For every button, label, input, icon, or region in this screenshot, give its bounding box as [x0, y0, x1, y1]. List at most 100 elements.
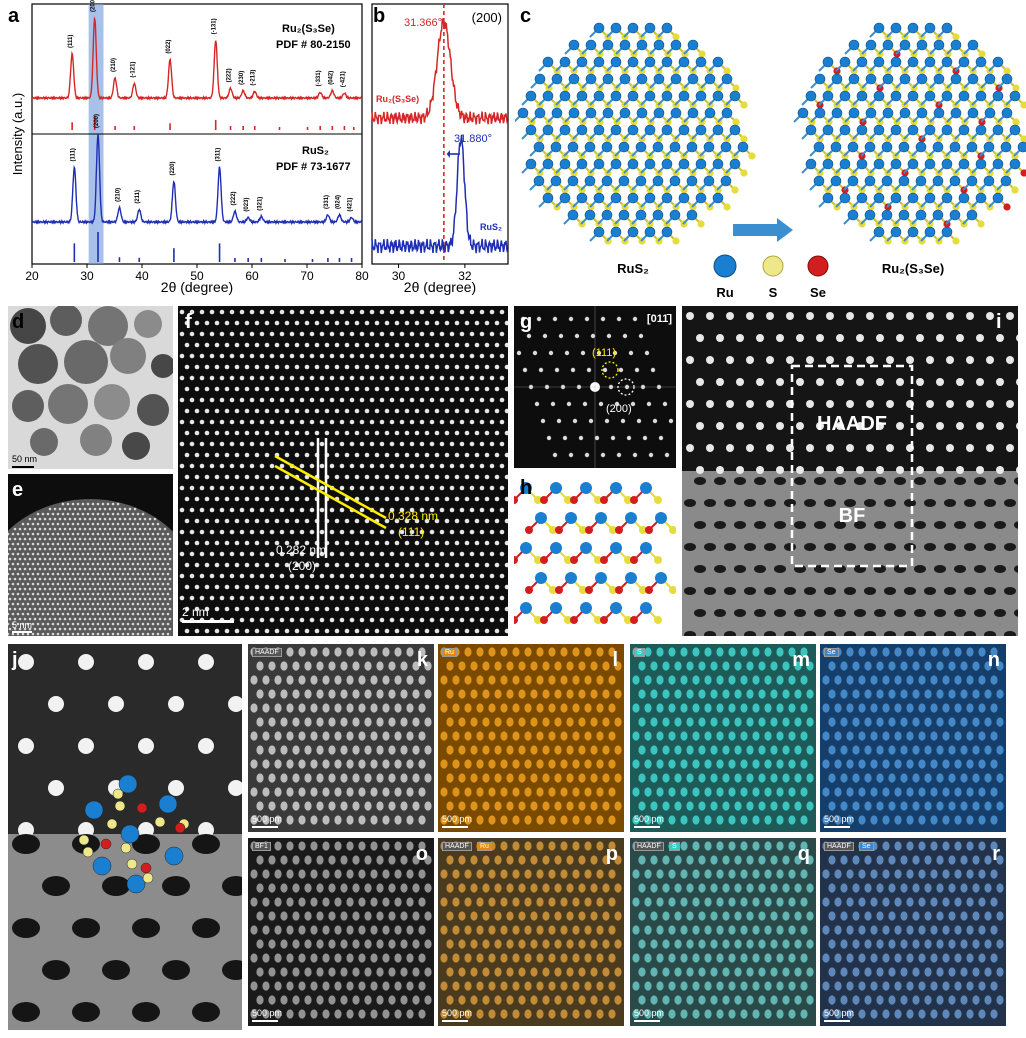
map-signal: [542, 717, 550, 727]
ru-atom: [636, 39, 648, 51]
atom-column: [36, 612, 40, 616]
map-signal: [764, 897, 772, 907]
map-signal: [954, 703, 962, 713]
map-signal: [560, 815, 568, 825]
ru-atom: [958, 192, 970, 204]
atom-column: [66, 512, 70, 516]
map-signal: [716, 815, 724, 825]
atom-column: [161, 612, 165, 616]
atom-column: [364, 452, 370, 458]
atom-column: [23, 617, 27, 621]
atom-column: [93, 567, 97, 571]
atom-column: [118, 587, 122, 591]
atom-column: [369, 529, 375, 535]
map-signal: [316, 911, 324, 921]
panel-c-label: c: [520, 5, 532, 27]
atom-column: [123, 567, 127, 571]
map-signal: [530, 939, 538, 949]
atom-column: [88, 577, 92, 581]
atom-column: [38, 547, 42, 551]
map-signal: [906, 787, 914, 797]
atom-column: [88, 607, 92, 611]
atom-column: [103, 567, 107, 571]
atom-column: [108, 527, 112, 531]
ru-atom: [941, 90, 953, 102]
ru-atom: [924, 56, 936, 68]
atom-column: [254, 386, 260, 392]
map-signal: [322, 897, 330, 907]
ru-atom: [576, 90, 588, 102]
atom-column: [179, 507, 185, 513]
atom-column: [334, 320, 340, 326]
atom-column: [131, 572, 135, 576]
atom-column: [289, 397, 295, 403]
atom-column: [409, 441, 415, 447]
atom-column: [439, 551, 445, 557]
map-signal: [464, 731, 472, 741]
atom-column: [706, 444, 714, 452]
map-signal: [400, 883, 408, 893]
map-signal: [440, 675, 448, 685]
atom-column: [96, 502, 100, 506]
atom-column: [76, 542, 80, 546]
atom-column: [18, 537, 22, 541]
ru-atom: [720, 175, 732, 187]
map-signal: [764, 647, 772, 657]
map-signal: [852, 773, 860, 783]
map-signal: [268, 883, 276, 893]
map-signal: [876, 773, 884, 783]
haadf-bf-comparison-i: HAADF BF: [682, 306, 1018, 636]
atom-column: [189, 485, 195, 491]
map-signal: [888, 689, 896, 699]
map-signal: [572, 759, 580, 769]
atom-column: [956, 378, 964, 386]
atom-column: [61, 522, 65, 526]
map-signal: [656, 815, 664, 825]
atom-column: [133, 517, 137, 521]
atom-column: [504, 496, 508, 502]
map-signal: [686, 745, 694, 755]
map-signal: [536, 647, 544, 657]
atom-column: [254, 452, 260, 458]
atom-column: [339, 397, 345, 403]
map-signal: [840, 689, 848, 699]
atom-column: [133, 547, 137, 551]
ru-atom: [126, 874, 146, 894]
atom-column: [449, 331, 455, 337]
atom-column: [419, 331, 425, 337]
map-signal: [918, 787, 926, 797]
atom-column: [23, 587, 27, 591]
map-signal: [596, 1009, 604, 1019]
peak-label: (211): [135, 190, 141, 204]
map-signal: [758, 995, 766, 1005]
map-signal: [382, 869, 390, 879]
atom-column: [474, 562, 480, 568]
atom-column: [108, 607, 112, 611]
diffraction-spot: [534, 401, 540, 407]
bf-contrast: [994, 609, 1006, 617]
map-signal: [566, 745, 574, 755]
map-signal: [984, 801, 992, 811]
map-signal: [476, 731, 484, 741]
ru-atom: [958, 158, 970, 170]
map-signal: [512, 925, 520, 935]
atom-column: [121, 582, 125, 586]
atom-column: [131, 562, 135, 566]
bf-contrast: [42, 960, 70, 980]
atom-column: [43, 617, 47, 621]
diffraction-spot: [642, 435, 648, 441]
map-signal: [776, 841, 784, 851]
atom-column: [8, 592, 10, 596]
atom-column: [489, 353, 495, 359]
map-signal: [524, 953, 532, 963]
atom-column: [334, 364, 340, 370]
map-signal: [554, 801, 562, 811]
map-signal: [656, 675, 664, 685]
atom-column: [504, 342, 508, 348]
atom-column: [1006, 356, 1014, 364]
atom-column: [364, 584, 370, 590]
map-signal: [608, 787, 616, 797]
atom-column: [113, 597, 117, 601]
map-signal: [728, 787, 736, 797]
ru-atom: [610, 90, 622, 102]
